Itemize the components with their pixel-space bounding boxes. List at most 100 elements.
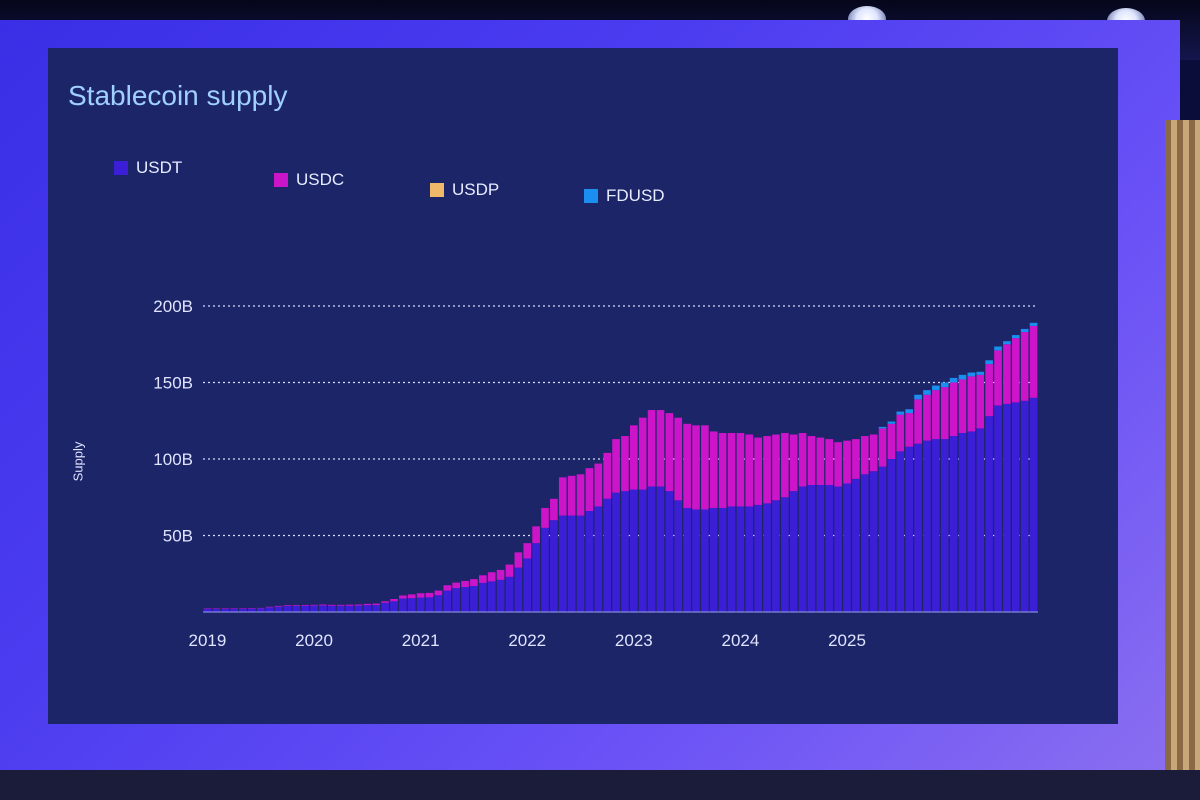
bar-usdt (665, 491, 674, 612)
bar-usdc (532, 526, 540, 544)
bar-usdc (1003, 344, 1011, 404)
bar-usdc (407, 594, 416, 599)
bar-usdt (896, 451, 905, 612)
bar-usdt (958, 432, 967, 612)
bar-usdc (603, 452, 611, 499)
bar-usdc (860, 436, 869, 475)
legend-label: USDC (296, 170, 345, 189)
bar-usdt (470, 585, 478, 612)
bar-usdt (505, 576, 514, 612)
bar-usdt (372, 604, 381, 612)
bar-usdc (967, 376, 976, 432)
bar-usdt (336, 605, 345, 612)
x-tick-label: 2020 (295, 631, 333, 650)
x-tick-label: 2021 (402, 631, 440, 650)
bar-usdt (274, 606, 283, 612)
bar-usdt (1020, 400, 1029, 612)
bar-usdt (745, 506, 754, 612)
bar-usdc (505, 564, 514, 577)
bar-usdc (940, 387, 949, 440)
legend-label: USDP (452, 180, 500, 199)
stacked-bar-chart: 50B 100B 150B 200B 2019 2020 2021 2022 2023 2024… (153, 297, 1038, 650)
bar-usdc (727, 432, 736, 507)
bar-usdt (976, 428, 985, 612)
bar-usdc (914, 399, 922, 444)
bar-usdt (603, 498, 611, 612)
bar-usdc (265, 606, 274, 608)
legend-swatch-usdp (430, 183, 444, 197)
bar-usdc (399, 595, 407, 599)
bar-usdt (363, 605, 372, 612)
bar-usdc (416, 593, 425, 598)
bar-usdt (390, 601, 398, 612)
bar-usdt (798, 486, 807, 612)
bar-usdt (825, 485, 834, 612)
bar-usdt (221, 608, 230, 612)
bar-usdt (754, 504, 763, 612)
bar-usdt (576, 515, 585, 612)
bar-usdt (212, 608, 221, 612)
bar-usdc (665, 413, 674, 492)
bar-usdc (896, 414, 905, 452)
bar-usdt (567, 515, 576, 612)
bar-usdt (772, 500, 780, 612)
bar-usdc (487, 572, 496, 582)
bar-usdc (381, 601, 389, 603)
bar-usdc (558, 477, 567, 516)
bar-usdt (594, 506, 603, 612)
bar-usdc (576, 474, 585, 516)
bar-usdc (230, 608, 238, 609)
bar-usdt (994, 405, 1002, 612)
bar-usdc (887, 423, 896, 459)
bar-usdc (763, 436, 771, 504)
bar-usdt (443, 590, 452, 612)
chart-legend: USDT USDC USDP FDUSD (68, 158, 768, 205)
bar-usdt (736, 506, 745, 612)
bar-usdt (345, 605, 354, 612)
bar-usdc (523, 543, 532, 559)
bar-usdc (594, 463, 603, 507)
bar-usdc (754, 437, 763, 505)
legend-item-fdusd: FDUSD (584, 186, 665, 206)
bar-usdt (914, 443, 922, 612)
bar-fdusd (976, 371, 985, 375)
bar-usdc (496, 569, 505, 580)
bar-usdt (674, 500, 683, 612)
bar-fdusd (1020, 328, 1029, 333)
bar-usdt (869, 471, 878, 612)
bar-usdc (923, 394, 931, 441)
bar-usdt (727, 506, 736, 612)
bar-fdusd (967, 372, 976, 377)
bar-usdc (585, 468, 594, 512)
bar-usdc (834, 442, 842, 487)
bar-usdt (701, 509, 709, 612)
bar-usdc (452, 582, 460, 589)
bar-usdt (1029, 397, 1038, 612)
bar-usdc (390, 599, 398, 602)
bar-usdt (354, 605, 363, 612)
bar-fdusd (940, 382, 949, 388)
bar-usdt (425, 597, 434, 612)
bar-usdc (336, 604, 345, 606)
legend-swatch-usdt (114, 161, 128, 175)
bar-fdusd (878, 426, 887, 429)
bar-usdc (745, 434, 754, 507)
bar-usdt (532, 543, 540, 612)
bar-usdt (878, 466, 887, 612)
bar-usdt (381, 602, 389, 612)
stage-floor (0, 770, 1200, 800)
bar-usdt (612, 492, 620, 612)
y-tick-labels: 50B 100B 150B 200B (153, 297, 193, 546)
bar-usdt (940, 439, 949, 612)
bar-usdc (283, 605, 292, 607)
bar-usdc (656, 410, 665, 487)
bar-usdc (1020, 332, 1029, 401)
bar-usdc (949, 382, 958, 437)
bar-usdc (203, 608, 212, 609)
bar-usdc (327, 604, 336, 606)
bar-usdt (923, 440, 931, 612)
bar-fdusd (932, 385, 940, 391)
bar-usdc (612, 439, 620, 493)
bar-usdt (327, 605, 336, 612)
bar-usdc (478, 575, 487, 583)
